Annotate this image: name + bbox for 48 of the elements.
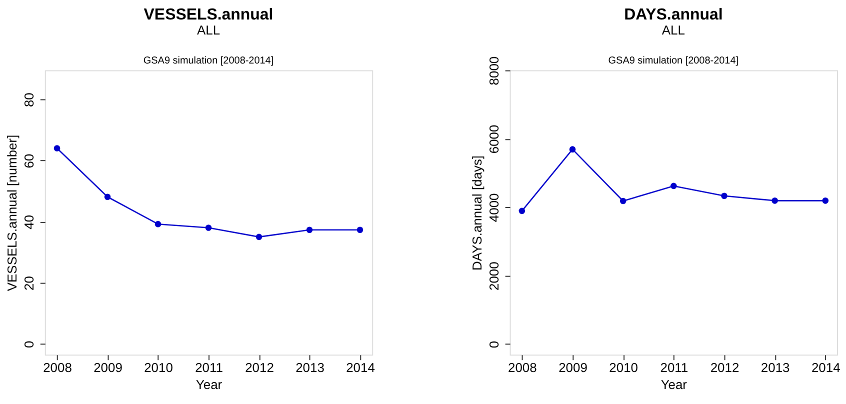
point (306, 226, 313, 234)
chart-subtitle: ALL (196, 22, 220, 38)
y-tick-label: 6000 (486, 124, 502, 154)
x-tick-label: 2012 (710, 360, 740, 376)
point (104, 194, 111, 200)
x-tick-label: 2008 (43, 360, 72, 376)
text: GSA9 simulation [2008-2014] (608, 55, 739, 66)
chart-subtitle: ALL (662, 22, 685, 38)
y-tick-label: 60 (21, 154, 36, 168)
point (256, 234, 262, 240)
x-tick-label: 2009 (94, 360, 122, 376)
point (772, 198, 778, 204)
y-tick-label: 8000 (486, 56, 502, 86)
y-tick-label: 4000 (486, 193, 502, 222)
x-tick-label: 2011 (195, 360, 223, 376)
x-tick-label: 2014 (346, 360, 375, 376)
point (822, 198, 829, 204)
y-axis-title: VESSELS.annual [number] (4, 134, 20, 292)
x-tick-label: 2013 (760, 360, 790, 376)
x-tick-label: 2012 (245, 360, 274, 376)
y-tick-label: 40 (21, 214, 36, 230)
y-tick-label: 0 (21, 340, 36, 348)
x-axis-title: Year (196, 377, 223, 392)
point (356, 226, 364, 234)
x-axis-title: Year (660, 377, 688, 392)
y-tick-label: 20 (21, 276, 36, 290)
point (620, 198, 626, 204)
x-tick-label: 2014 (811, 360, 840, 376)
chart-title: DAYS.annual (624, 6, 723, 24)
point (670, 182, 677, 190)
x-tick-label: 2013 (296, 360, 324, 376)
x-tick-label: 2010 (144, 360, 173, 376)
y-tick-label: 2000 (486, 262, 502, 291)
point (569, 146, 576, 152)
x-tick-label: 2008 (508, 360, 537, 376)
chart-title: VESSELS.annual (144, 6, 274, 24)
text: GSA9 simulation [2008-2014] (143, 55, 274, 66)
point (518, 208, 526, 214)
point (154, 220, 162, 228)
y-tick-label: 0 (486, 340, 502, 348)
y-tick-label: 80 (21, 92, 36, 108)
x-tick-label: 2011 (660, 360, 688, 376)
point (205, 224, 212, 231)
point (54, 145, 60, 152)
y-axis-title: DAYS.annual [days] (469, 155, 484, 270)
x-tick-label: 2010 (609, 360, 638, 376)
point (721, 192, 728, 200)
x-tick-label: 2009 (558, 360, 588, 376)
